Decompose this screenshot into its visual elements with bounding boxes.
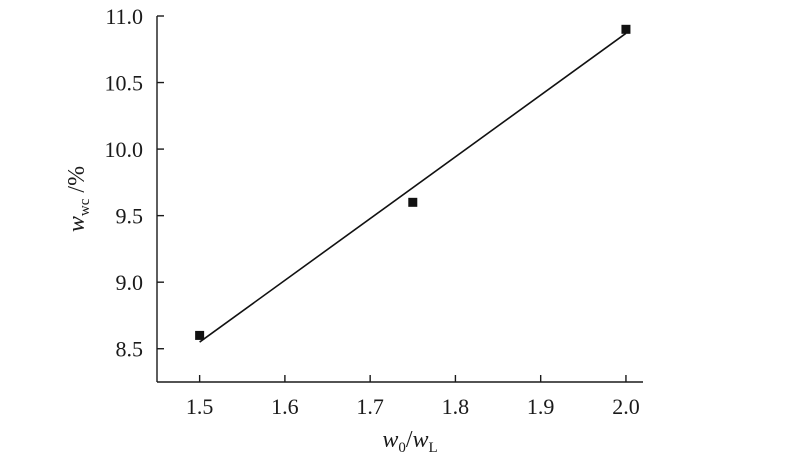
y-tick-label: 10.5	[105, 71, 144, 96]
x-title-sub2: L	[429, 440, 438, 455]
series	[195, 24, 631, 343]
y-tick-label: 10.0	[105, 137, 144, 162]
x-tick-label: 1.7	[356, 394, 384, 419]
y-axis-title: wwc /%	[64, 166, 93, 232]
data-point	[408, 197, 418, 207]
x-tick-label: 1.9	[527, 394, 555, 419]
x-tick-label: 2.0	[612, 394, 640, 419]
x-tick-label: 1.5	[186, 394, 214, 419]
x-title-base2: w	[413, 427, 429, 453]
y-title-base: w	[64, 216, 90, 232]
x-tick-label: 1.8	[442, 394, 470, 419]
y-tick-label: 11.0	[105, 4, 143, 29]
y-ticks: 8.5 9.0 9.5 10.0 10.5 11.0	[105, 4, 164, 362]
x-ticks: 1.5 1.6 1.7 1.8 1.9 2.0	[186, 375, 640, 419]
y-tick-label: 9.0	[116, 270, 144, 295]
axes	[156, 16, 643, 383]
data-point	[621, 24, 631, 34]
y-tick-label: 9.5	[116, 204, 144, 229]
data-point	[195, 330, 205, 340]
y-title-suffix: /%	[64, 166, 90, 199]
x-title-sub: 0	[398, 440, 406, 455]
y-tick-label: 8.5	[116, 337, 144, 362]
y-title-sub: wc	[77, 198, 93, 216]
fit-line	[199, 32, 627, 343]
x-tick-label: 1.6	[271, 394, 299, 419]
x-axis-title: w0/wL	[382, 427, 437, 455]
x-title-base: w	[382, 427, 398, 453]
x-title-sep: /	[406, 427, 413, 453]
